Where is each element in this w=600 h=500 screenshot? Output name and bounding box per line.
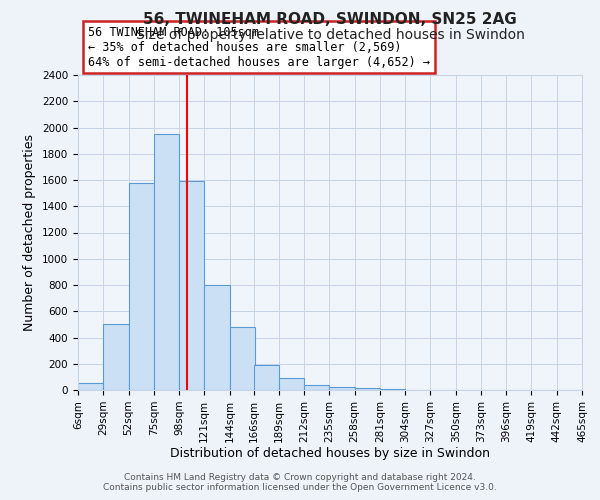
Bar xyxy=(154,134,179,390)
Text: Size of property relative to detached houses in Swindon: Size of property relative to detached ho… xyxy=(136,28,524,42)
Bar xyxy=(279,378,304,390)
Text: 56 TWINEHAM ROAD: 105sqm
← 35% of detached houses are smaller (2,569)
64% of sem: 56 TWINEHAM ROAD: 105sqm ← 35% of detach… xyxy=(88,26,430,68)
Bar xyxy=(78,384,103,390)
Text: Contains HM Land Registry data © Crown copyright and database right 2024.: Contains HM Land Registry data © Crown c… xyxy=(124,472,476,482)
Bar xyxy=(304,386,329,390)
Bar xyxy=(230,327,255,390)
Bar xyxy=(128,182,154,390)
Text: 56, TWINEHAM ROAD, SWINDON, SN25 2AG: 56, TWINEHAM ROAD, SWINDON, SN25 2AG xyxy=(143,12,517,28)
Bar xyxy=(355,388,380,390)
Text: Contains public sector information licensed under the Open Government Licence v3: Contains public sector information licen… xyxy=(103,484,497,492)
Bar xyxy=(103,324,128,390)
Bar xyxy=(204,285,230,390)
X-axis label: Distribution of detached houses by size in Swindon: Distribution of detached houses by size … xyxy=(170,448,490,460)
Y-axis label: Number of detached properties: Number of detached properties xyxy=(23,134,37,331)
Bar xyxy=(179,182,204,390)
Bar xyxy=(329,386,355,390)
Bar xyxy=(254,365,279,390)
